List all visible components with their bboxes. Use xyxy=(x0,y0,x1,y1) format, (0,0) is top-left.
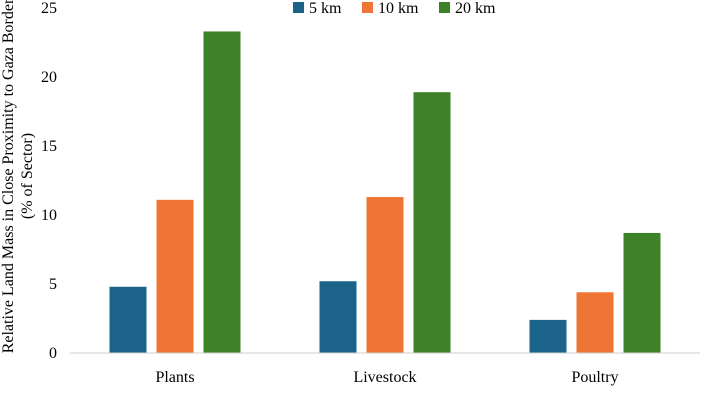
y-axis-title-line2: (% of Sector) xyxy=(19,133,36,219)
x-tick-label: Plants xyxy=(155,369,194,386)
bar-livestock-5km xyxy=(319,281,357,353)
legend-swatch xyxy=(362,2,373,13)
bar-poultry-20km xyxy=(623,232,661,353)
bar-livestock-20km xyxy=(413,92,451,354)
y-tick-label: 10 xyxy=(41,207,57,224)
legend-swatch xyxy=(293,2,304,13)
y-tick-label: 0 xyxy=(49,345,57,362)
y-tick-label: 25 xyxy=(41,0,57,17)
bar-poultry-10km xyxy=(576,292,614,353)
legend-label: 20 km xyxy=(455,0,496,17)
bars xyxy=(109,31,661,354)
legend-label: 10 km xyxy=(378,0,419,17)
legend-label: 5 km xyxy=(309,0,342,17)
bar-plants-5km xyxy=(109,286,147,353)
y-axis-title: Relative Land Mass in Close Proximity to… xyxy=(0,0,36,353)
bar-plants-20km xyxy=(203,31,241,354)
x-tick-label: Poultry xyxy=(571,369,618,386)
bar-poultry-5km xyxy=(529,319,567,353)
legend: 5 km 10 km 20 km xyxy=(293,0,496,17)
y-tick-label: 15 xyxy=(41,138,57,155)
bar-plants-10km xyxy=(156,199,194,353)
y-tick-label: 5 xyxy=(49,276,57,293)
y-axis-title-line1: Relative Land Mass in Close Proximity to… xyxy=(0,0,17,353)
y-tick-label: 20 xyxy=(41,69,57,86)
legend-swatch xyxy=(439,2,450,13)
bar-livestock-10km xyxy=(366,197,404,353)
y-axis-ticks: 0 5 10 15 20 25 xyxy=(41,0,57,362)
x-tick-label: Livestock xyxy=(353,369,416,386)
x-axis-ticks: Plants Livestock Poultry xyxy=(155,369,618,386)
